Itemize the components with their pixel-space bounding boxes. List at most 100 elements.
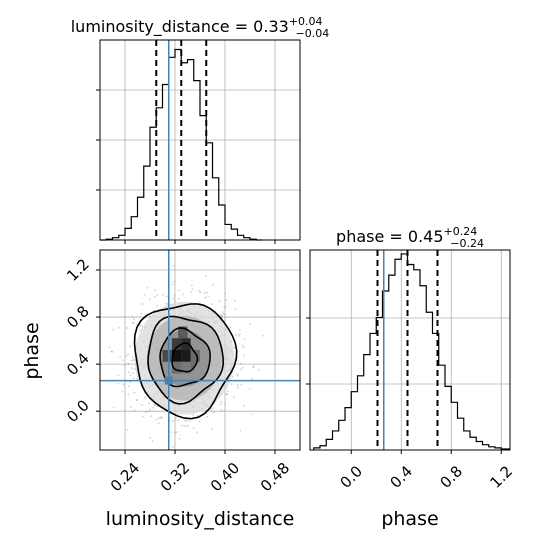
phase-marginal-grid	[310, 250, 510, 450]
luminosity-distance-marginal-panel: luminosity_distance = 0.33+0.04 −0.04	[71, 15, 329, 244]
joint-sample-point	[187, 424, 189, 427]
joint-sample-point	[212, 411, 215, 414]
joint-sample-point	[237, 335, 240, 337]
joint-sample-point	[126, 429, 129, 431]
joint-sample-point	[127, 363, 130, 365]
joint-sample-point	[224, 317, 227, 319]
phase-marginal-frame	[309, 249, 511, 451]
joint-sample-point	[198, 420, 201, 423]
joint-sample-point	[123, 364, 126, 366]
joint-sample-point	[220, 400, 223, 403]
joint-sample-point	[160, 417, 163, 419]
joint-sample-point	[175, 431, 178, 434]
joint-sample-point	[230, 383, 233, 386]
joint-sample-point	[225, 299, 228, 301]
luminosity-distance-histogram	[100, 48, 263, 241]
joint-sample-point	[226, 393, 229, 396]
joint-sample-point	[251, 413, 254, 416]
joint-sample-point	[191, 288, 194, 290]
joint-density-cell	[181, 350, 191, 362]
joint-sample-point	[154, 289, 157, 292]
joint-sample-point	[177, 289, 180, 292]
joint-sample-point	[110, 350, 113, 353]
joint-sample-point	[221, 315, 223, 317]
phase-title-sup: +0.24	[444, 225, 478, 238]
luminosity-distance-marginal-grid	[100, 40, 300, 240]
joint-density-cell	[181, 361, 191, 374]
luminosity-distance-marginal-ticks	[96, 89, 276, 244]
joint-sample-point	[125, 354, 128, 357]
joint-sample-point	[220, 315, 222, 317]
joint-sample-point	[205, 275, 207, 277]
joint-sample-point	[220, 409, 223, 412]
joint-sample-point	[112, 328, 114, 331]
joint-sample-point	[177, 419, 180, 421]
joint-sample-point	[196, 431, 198, 434]
joint-sample-point	[112, 406, 115, 409]
joint-sample-point	[239, 329, 241, 331]
joint-sample-point	[141, 325, 144, 327]
joint-sample-point	[220, 403, 222, 406]
joint-sample-point	[133, 321, 135, 324]
joint-sample-point	[172, 446, 174, 448]
joint-sample-point	[231, 375, 234, 378]
joint-frame	[99, 249, 301, 451]
phase-marginal-panel: 0.0 0.4 0.8 1.2 phase = 0.45+0.24 −0.24 phas…	[306, 225, 516, 530]
joint-sample-point	[249, 323, 251, 326]
joint-sample-point	[205, 291, 208, 294]
joint-sample-point	[144, 411, 147, 413]
joint-sample-point	[174, 417, 177, 420]
joint-sample-point	[188, 420, 191, 423]
phase-title-sub: −0.24	[450, 237, 484, 250]
joint-sample-point	[164, 302, 167, 305]
joint-sample-point	[136, 323, 138, 325]
joint-sample-point	[154, 404, 156, 407]
joint-sample-point	[141, 415, 144, 418]
joint-sample-point	[174, 300, 177, 302]
joint-sample-point	[204, 296, 207, 299]
phase-marginal-ticks	[306, 317, 502, 454]
joint-sample-point	[132, 372, 134, 374]
joint-sample-point	[251, 377, 254, 380]
joint-density-cell	[171, 338, 182, 350]
joint-sample-point	[229, 326, 232, 328]
joint-sample-point	[133, 368, 136, 370]
joint-sample-point	[170, 431, 173, 433]
joint-sample-point	[117, 382, 120, 385]
joint-sample-point	[210, 408, 213, 411]
joint-sample-point	[173, 295, 176, 297]
joint-sample-point	[227, 390, 229, 393]
joint-sample-point	[181, 424, 183, 427]
joint-sample-point	[127, 371, 130, 374]
luminosity-distance-histogram-step	[100, 48, 263, 241]
joint-sample-point	[235, 334, 238, 336]
joint-contour-line	[147, 315, 225, 405]
joint-sample-point	[136, 377, 139, 380]
joint-sample-point	[153, 403, 156, 406]
joint-sample-point	[149, 408, 151, 411]
phase-quantiles	[376, 250, 439, 450]
joint-sample-point	[144, 396, 147, 399]
joint-sample-point	[224, 402, 227, 405]
joint-sample-point	[190, 291, 193, 294]
joint-sample-point	[211, 303, 214, 305]
joint-sample-point	[236, 374, 239, 377]
joint-sample-point	[212, 407, 215, 410]
joint-sample-point	[136, 399, 138, 402]
joint-sample-point	[127, 353, 130, 356]
joint-density-cell	[171, 361, 182, 374]
joint-sample-point	[218, 300, 221, 302]
joint-sample-point	[146, 286, 149, 289]
joint-sample-point	[140, 312, 143, 315]
joint-density-cell	[171, 350, 182, 362]
joint-sample-point	[151, 440, 154, 442]
joint-contour-line	[159, 327, 211, 388]
joint-sample-point	[131, 322, 134, 324]
joint-sample-point	[240, 384, 243, 386]
joint-sample-point	[236, 373, 239, 376]
joint-sample-point	[242, 344, 244, 347]
joint-sample-point	[203, 292, 206, 294]
joint-sample-point	[166, 303, 169, 306]
joint-sample-point	[171, 283, 174, 286]
